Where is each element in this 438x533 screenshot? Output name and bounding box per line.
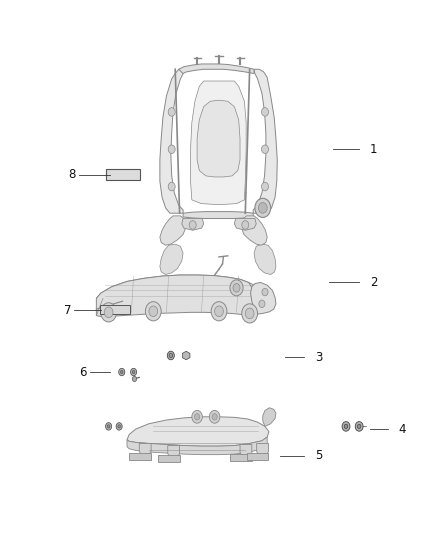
Text: 6: 6: [79, 366, 86, 378]
Circle shape: [189, 221, 196, 229]
Polygon shape: [240, 445, 252, 458]
Text: 1: 1: [370, 143, 378, 156]
Polygon shape: [253, 69, 277, 213]
Polygon shape: [160, 69, 184, 213]
Circle shape: [107, 425, 110, 428]
Polygon shape: [257, 443, 268, 457]
Polygon shape: [160, 244, 183, 274]
Polygon shape: [191, 81, 246, 205]
Circle shape: [357, 424, 361, 429]
Circle shape: [212, 414, 217, 420]
Polygon shape: [129, 453, 151, 460]
Polygon shape: [96, 275, 257, 317]
Circle shape: [261, 108, 268, 116]
Text: 8: 8: [68, 168, 75, 181]
Polygon shape: [241, 216, 267, 245]
Circle shape: [168, 145, 175, 154]
Polygon shape: [160, 216, 186, 245]
Circle shape: [261, 182, 268, 191]
Circle shape: [215, 306, 223, 317]
Circle shape: [145, 302, 161, 321]
Circle shape: [192, 410, 202, 423]
Circle shape: [242, 221, 249, 229]
Polygon shape: [183, 212, 253, 219]
Circle shape: [242, 304, 258, 323]
Polygon shape: [127, 417, 269, 446]
Circle shape: [119, 368, 125, 376]
Circle shape: [261, 145, 268, 154]
Circle shape: [106, 423, 112, 430]
Circle shape: [233, 284, 240, 292]
Polygon shape: [263, 408, 276, 426]
Text: 2: 2: [370, 276, 378, 289]
Polygon shape: [234, 219, 256, 230]
Circle shape: [259, 300, 265, 308]
Text: 4: 4: [399, 423, 406, 435]
Circle shape: [168, 108, 175, 116]
Circle shape: [101, 303, 117, 322]
Circle shape: [118, 425, 120, 428]
Circle shape: [262, 288, 268, 296]
Circle shape: [209, 410, 220, 423]
Circle shape: [245, 308, 254, 319]
Polygon shape: [158, 455, 180, 462]
Polygon shape: [247, 453, 268, 460]
Circle shape: [169, 353, 173, 358]
Circle shape: [168, 182, 175, 191]
Polygon shape: [168, 446, 180, 459]
Circle shape: [116, 423, 122, 430]
Circle shape: [194, 414, 200, 420]
Polygon shape: [182, 219, 204, 230]
Circle shape: [255, 198, 271, 217]
Polygon shape: [254, 244, 276, 274]
Polygon shape: [197, 100, 240, 177]
FancyBboxPatch shape: [106, 169, 140, 180]
Circle shape: [132, 370, 135, 374]
Circle shape: [104, 307, 113, 318]
Text: 3: 3: [315, 351, 323, 364]
Circle shape: [342, 422, 350, 431]
Circle shape: [344, 424, 348, 429]
Circle shape: [211, 302, 227, 321]
Circle shape: [167, 351, 174, 360]
Circle shape: [131, 368, 137, 376]
Circle shape: [258, 203, 267, 213]
Circle shape: [149, 306, 158, 317]
Polygon shape: [182, 351, 190, 360]
FancyBboxPatch shape: [100, 305, 130, 314]
Polygon shape: [251, 282, 276, 314]
Circle shape: [355, 422, 363, 431]
Polygon shape: [179, 64, 254, 74]
Circle shape: [120, 370, 123, 374]
Polygon shape: [96, 275, 257, 301]
Text: 5: 5: [315, 449, 323, 462]
Polygon shape: [230, 454, 252, 461]
Circle shape: [230, 280, 243, 296]
Polygon shape: [139, 443, 151, 457]
Text: 7: 7: [64, 304, 71, 317]
Circle shape: [132, 376, 137, 382]
Polygon shape: [127, 437, 267, 455]
